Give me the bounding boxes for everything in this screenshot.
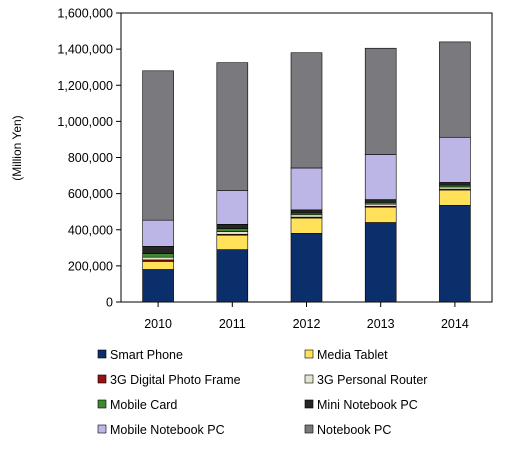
legend-swatch <box>304 424 314 434</box>
bar-segment <box>439 189 471 206</box>
bar-segment <box>364 199 397 203</box>
bar-segment <box>216 224 249 229</box>
legend-swatch <box>304 349 314 359</box>
legend-swatch <box>304 399 314 409</box>
bar-segment <box>290 209 323 214</box>
legend-swatch <box>97 424 107 434</box>
legend-label: Mini Notebook PC <box>317 398 418 412</box>
x-tick-label: 2013 <box>367 317 395 331</box>
bar-segment <box>142 253 174 258</box>
bar-segment <box>439 41 471 138</box>
bar-segment <box>216 231 249 235</box>
y-axis-title: (Million Yen) <box>10 115 24 180</box>
bar-segment <box>290 214 323 218</box>
bar-segment <box>364 203 397 207</box>
legend-label: Mobile Notebook PC <box>110 423 225 437</box>
legend-swatch <box>304 374 314 384</box>
legend-swatch <box>97 399 107 409</box>
y-tick-label: 1,200,000 <box>57 79 113 93</box>
legend: Smart Phone Media Tablet 3G Digital Photo … <box>97 348 427 437</box>
legend-swatch <box>97 349 107 359</box>
bar-segment <box>142 256 174 261</box>
legend-label: Notebook PC <box>317 423 391 437</box>
x-tick-label: 2012 <box>293 317 321 331</box>
y-tick-label: 1,000,000 <box>57 115 113 129</box>
bar-segment <box>142 219 174 247</box>
bar-segment <box>290 233 323 303</box>
y-tick-label: 600,000 <box>68 187 113 201</box>
bar-segment <box>216 190 249 225</box>
y-tick-label: 200,000 <box>68 259 113 273</box>
x-tick-label: 2011 <box>219 317 246 331</box>
y-tick-label: 0 <box>106 296 113 310</box>
bar-segment <box>290 217 323 234</box>
bar-segment <box>439 186 471 190</box>
bar-segment <box>364 206 397 223</box>
bar-segment <box>142 246 174 254</box>
bar-segment <box>439 205 471 303</box>
legend-swatch <box>97 374 107 384</box>
legend-label: 3G Personal Router <box>317 373 427 387</box>
x-tick-label: 2010 <box>144 317 172 331</box>
bar-segment <box>216 249 249 303</box>
bar-segment <box>439 182 471 186</box>
bar-segment <box>439 136 471 183</box>
bar-segment <box>216 228 249 232</box>
bar-segment <box>364 154 397 200</box>
y-tick-label: 800,000 <box>68 151 113 165</box>
x-tick-label: 2014 <box>441 317 469 331</box>
bar-segment <box>216 234 249 250</box>
legend-label: Media Tablet <box>317 348 388 362</box>
bar-segment <box>364 47 397 155</box>
legend-label: 3G Digital Photo Frame <box>110 373 241 387</box>
bar-segment <box>142 269 174 303</box>
legend-label: Smart Phone <box>110 348 183 362</box>
bar-segment <box>290 52 323 169</box>
bar-segment <box>142 261 174 270</box>
y-tick-label: 400,000 <box>68 223 113 237</box>
y-tick-label: 1,600,000 <box>57 7 113 21</box>
bar-segment <box>364 222 397 303</box>
bar-segment <box>290 167 323 211</box>
bar-segment <box>216 62 249 191</box>
legend-label: Mobile Card <box>110 398 177 412</box>
y-tick-label: 1,400,000 <box>57 43 113 57</box>
bar-segment <box>142 70 174 221</box>
plot-area: 0 200,000 400,000 600,000 800,000 1,000,000 1,… <box>57 7 493 331</box>
y-axis-title-group: (Million Yen) <box>10 115 24 180</box>
